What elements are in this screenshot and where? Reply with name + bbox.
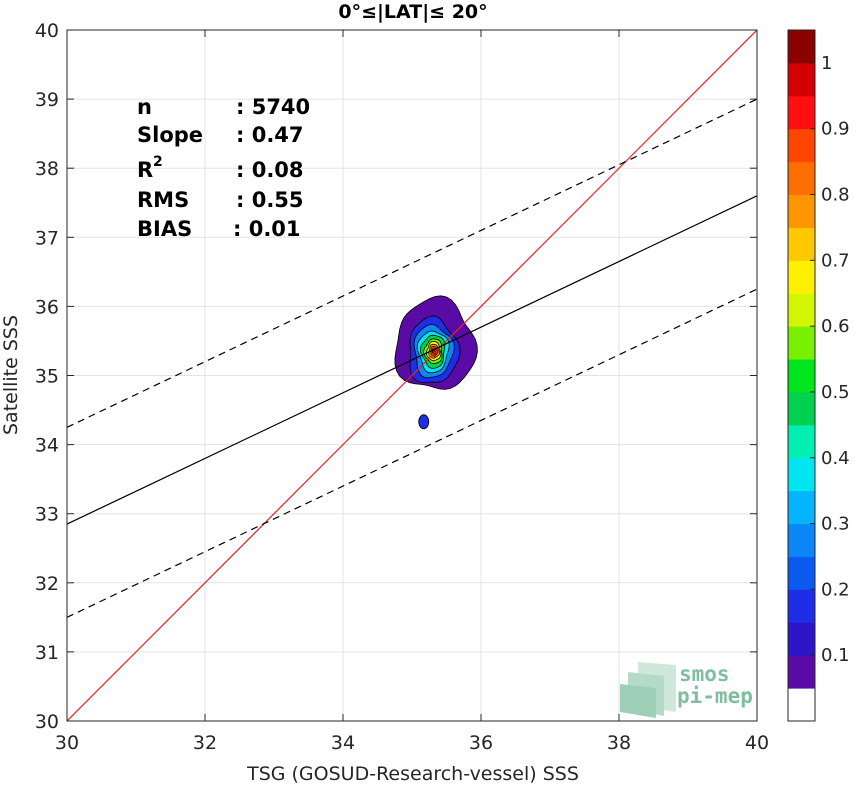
colorbar-band [788,523,815,557]
regression-2sd-line [67,288,757,618]
colorbar-tick-label: 0.4 [821,448,850,469]
colorbar-tick-label: 0.6 [821,316,850,337]
x-tick-label: 30 [55,732,79,754]
identity-line [67,30,757,721]
colorbar-band [788,293,815,327]
stat-value: : 0.08 [236,158,304,182]
y-tick-label: 38 [35,158,59,180]
colorbar-band [788,359,815,393]
stat-label: BIAS [137,217,192,241]
colorbar-band [788,128,815,163]
statistics-box: n : 5740 Slope : 0.47 R 2 : 0.08 RMS : 0.55 BIAS:… [137,95,310,241]
colorbar-band [788,688,815,722]
axes-frame [66,29,758,722]
plot-area: 30 32 34 36 38 40 30 31 32 33 34 35 36 37 38 39 40 [35,20,769,754]
colorbar-band [788,424,815,459]
x-axis-label: TSG (GOSUD-Research-vessel) SSS [246,763,579,785]
colorbar-band [788,490,815,525]
chart-title: 0°≤|LAT|≤ 20° [338,1,487,23]
colorbar-band [788,589,815,623]
colorbar-tick-label: 1 [821,53,832,74]
y-tick-label: 35 [35,366,59,388]
colorbar-band [788,227,815,261]
smos-pi-mep-logo: smos pi-mep [620,662,753,718]
y-tick-label: 34 [35,435,59,457]
stat-value: : 0.55 [236,188,304,212]
y-tick-label: 31 [35,642,59,664]
stat-value: : 0.47 [236,123,304,147]
stat-label: RMS [137,188,189,212]
stat-label: Slope [137,123,203,147]
y-tick-label: 40 [35,20,59,42]
colorbar-band [788,622,815,656]
logo-text-smos: smos [679,662,730,686]
stat-value: : 5740 [236,95,310,119]
y-tick-label: 39 [35,89,59,111]
stat-label: R [137,158,153,182]
colorbar-frame [787,29,816,722]
colorbar: 0.1 0.2 0.3 0.4 0.5 0.6 0.7 0.8 0.9 1 [787,29,850,722]
colorbar-band [788,260,815,294]
plot-marks [67,30,757,721]
colorbar-tick-label: 0.7 [821,250,850,271]
y-axis-label: Satellite SSS [0,315,22,435]
y-tick-label: 32 [35,573,59,595]
y-tick-label: 36 [35,296,59,318]
colorbar-band [788,391,815,426]
colorbar-band [788,556,815,590]
x-tick-label: 40 [745,732,769,754]
stat-value: : 0.01 [233,217,301,241]
colorbar-tick-label: 0.2 [821,579,850,600]
x-tick-label: 32 [193,732,217,754]
colorbar-tick-label: 0.5 [821,382,850,403]
x-tick-label: 36 [469,732,493,754]
regression-line [67,195,757,525]
density-contour-outlier [418,414,430,430]
y-tick-label: 37 [35,227,59,249]
logo-text-pi-mep: pi-mep [677,684,753,708]
colorbar-band [788,457,815,492]
colorbar-band [788,30,815,64]
colorbar-tick-label: 0.1 [821,645,850,666]
colorbar-tick-label: 0.9 [821,119,850,140]
colorbar-band [788,655,815,689]
colorbar-tick-label: 0.3 [821,514,850,535]
colorbar-tick-label: 0.8 [821,185,850,206]
colorbar-band [788,326,815,360]
x-tick-label: 34 [331,732,355,754]
colorbar-band [788,194,815,228]
stat-label: n [137,95,152,119]
colorbar-band [788,62,815,97]
stat-label-superscript: 2 [153,154,163,170]
y-tick-label: 30 [35,711,59,733]
colorbar-band [788,95,815,130]
y-tick-label: 33 [35,504,59,526]
colorbar-band [788,161,815,196]
logo-icon [620,662,676,718]
x-tick-label: 38 [607,732,631,754]
regression-2sd-line [67,98,757,428]
